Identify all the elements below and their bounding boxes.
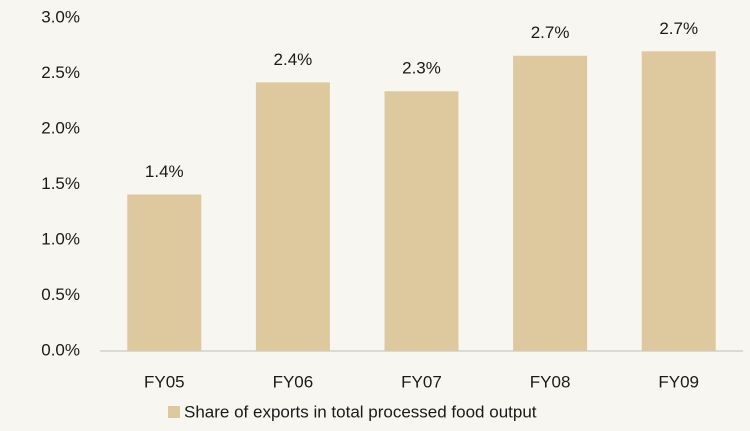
data-label: 2.7% — [659, 19, 698, 38]
x-tick-label: FY06 — [273, 372, 314, 391]
y-tick-label: 0.5% — [41, 285, 80, 304]
bar — [513, 55, 588, 352]
y-tick-label: 1.5% — [41, 174, 80, 193]
y-tick-label: 2.5% — [41, 63, 80, 82]
x-tick-label: FY08 — [530, 372, 571, 391]
data-label: 1.4% — [145, 162, 184, 181]
y-tick-label: 0.0% — [41, 340, 80, 359]
bar — [255, 82, 330, 351]
data-label: 2.4% — [274, 50, 313, 69]
y-tick-label: 3.0% — [41, 7, 80, 26]
y-tick-label: 2.0% — [41, 118, 80, 137]
data-label: 2.7% — [531, 23, 570, 42]
legend-label: Share of exports in total processed food… — [184, 402, 537, 421]
y-tick-label: 1.0% — [41, 229, 80, 248]
legend-swatch — [168, 406, 180, 418]
x-tick-label: FY09 — [658, 372, 699, 391]
bar — [641, 51, 716, 352]
bar — [384, 91, 459, 351]
data-label: 2.3% — [402, 59, 441, 78]
x-tick-label: FY05 — [144, 372, 185, 391]
x-tick-label: FY07 — [401, 372, 442, 391]
bar — [127, 194, 202, 351]
